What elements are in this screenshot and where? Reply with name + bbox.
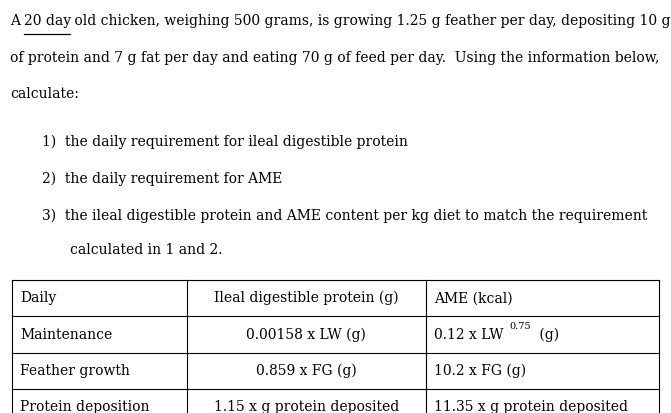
Text: (g): (g)	[535, 328, 559, 342]
Text: Daily: Daily	[20, 291, 56, 305]
Text: 0.00158 x LW (g): 0.00158 x LW (g)	[246, 328, 366, 342]
Text: 10.2 x FG (g): 10.2 x FG (g)	[434, 364, 526, 378]
Text: 0.859 x FG (g): 0.859 x FG (g)	[256, 364, 357, 378]
Text: 1.15 x g protein deposited: 1.15 x g protein deposited	[214, 400, 399, 413]
Text: of protein and 7 g fat per day and eating 70 g of feed per day.  Using the infor: of protein and 7 g fat per day and eatin…	[10, 51, 660, 65]
Text: calculated in 1 and 2.: calculated in 1 and 2.	[70, 243, 222, 257]
Text: A: A	[10, 14, 24, 28]
Text: Maintenance: Maintenance	[20, 328, 112, 342]
Text: 1)  the daily requirement for ileal digestible protein: 1) the daily requirement for ileal diges…	[42, 135, 407, 149]
Text: Feather growth: Feather growth	[20, 364, 130, 378]
Text: 11.35 x g protein deposited: 11.35 x g protein deposited	[434, 400, 628, 413]
Text: 3)  the ileal digestible protein and AME content per kg diet to match the requir: 3) the ileal digestible protein and AME …	[42, 209, 647, 223]
Text: 2)  the daily requirement for AME: 2) the daily requirement for AME	[42, 172, 282, 186]
Text: 20 day: 20 day	[24, 14, 71, 28]
Text: calculate:: calculate:	[10, 87, 79, 101]
Text: 0.75: 0.75	[509, 322, 531, 331]
Text: Protein deposition: Protein deposition	[20, 400, 150, 413]
Text: old chicken, weighing 500 grams, is growing 1.25 g feather per day, depositing 1: old chicken, weighing 500 grams, is grow…	[70, 14, 670, 28]
Text: Ileal digestible protein (g): Ileal digestible protein (g)	[214, 291, 399, 305]
Text: 0.12 x LW: 0.12 x LW	[434, 328, 504, 342]
Text: AME (kcal): AME (kcal)	[434, 291, 513, 305]
